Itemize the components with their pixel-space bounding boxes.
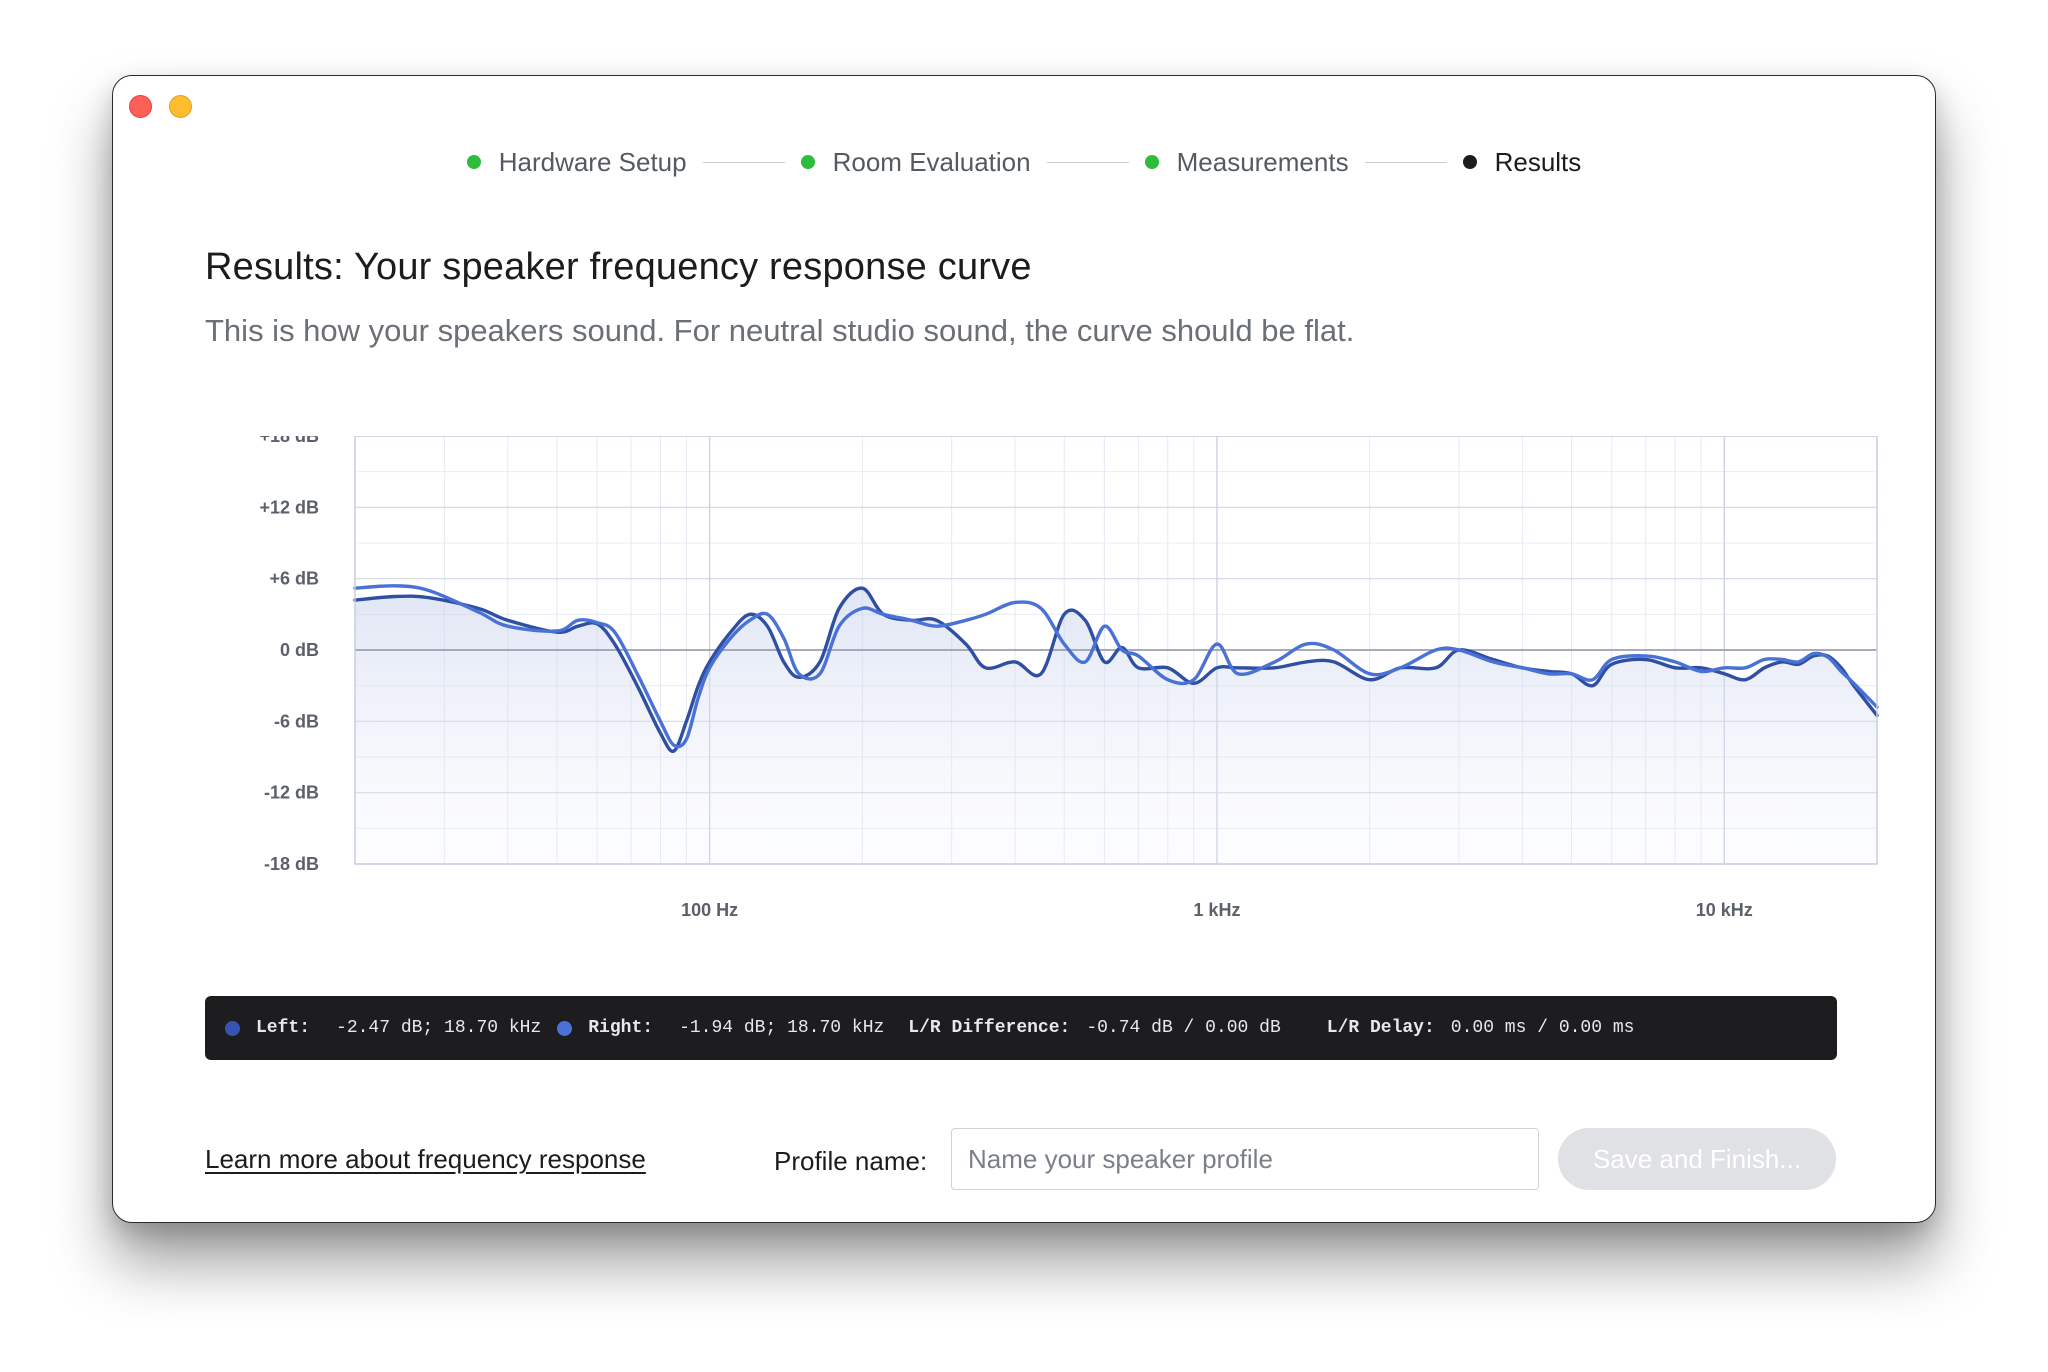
step-current-icon [1462, 155, 1477, 169]
step-label: Measurements [1176, 146, 1349, 177]
step-label: Results [1494, 146, 1582, 177]
page-title: Results: Your speaker frequency response… [205, 246, 1032, 288]
step-measurements: Measurements [1144, 146, 1349, 178]
step-hardware-setup: Hardware Setup [466, 146, 687, 178]
step-complete-icon [466, 155, 481, 169]
step-room-evaluation: Room Evaluation [800, 146, 1031, 178]
profile-name-label: Profile name: [774, 1146, 928, 1176]
delay-label: L/R Delay: [1326, 1018, 1435, 1038]
x-tick-label: 10 kHz [1696, 900, 1753, 920]
plot-border [354, 436, 1878, 865]
profile-name-input[interactable] [951, 1128, 1539, 1190]
delay-value: 0.00 ms / 0.00 ms [1450, 1018, 1635, 1038]
app-window: Hardware Setup Room Evaluation Measureme… [112, 75, 1936, 1223]
step-complete-icon [800, 155, 815, 169]
y-tick-label: -6 dB [274, 711, 319, 731]
step-label: Room Evaluation [832, 146, 1031, 177]
series-line-right [353, 584, 1879, 749]
step-label: Hardware Setup [498, 146, 687, 177]
y-tick-label: 0 dB [280, 640, 319, 660]
difference-label: L/R Difference: [908, 1018, 1071, 1038]
progress-stepper: Hardware Setup Room Evaluation Measureme… [113, 140, 1935, 184]
page-subtitle: This is how your speakers sound. For neu… [205, 313, 1355, 348]
x-tick-label: 100 Hz [681, 900, 738, 920]
step-complete-icon [1144, 155, 1159, 169]
minimize-window-button[interactable] [169, 95, 192, 118]
y-tick-label: +18 dB [259, 436, 319, 446]
response-area-fill [355, 588, 1877, 864]
y-tick-label: -12 dB [264, 783, 319, 803]
close-window-button[interactable] [129, 95, 152, 118]
y-tick-label: -18 dB [264, 854, 319, 874]
cursor-readout-bar: Left: -2.47 dB; 18.70 kHz Right: -1.94 d… [205, 996, 1837, 1060]
x-tick-label: 1 kHz [1193, 900, 1240, 920]
frequency-response-chart[interactable]: +18 dB +12 dB +6 dB 0 dB -6 dB -12 dB -18 dB 1… [167, 436, 1936, 976]
right-label: Right: [588, 1018, 654, 1038]
step-connector [702, 161, 785, 163]
right-channel-dot-icon [557, 1020, 573, 1036]
left-value: -2.47 dB; 18.70 kHz [336, 1018, 542, 1038]
save-and-finish-button[interactable]: Save and Finish... [1558, 1128, 1836, 1190]
step-results: Results [1462, 146, 1582, 178]
step-connector [1046, 161, 1129, 163]
y-tick-label: +6 dB [269, 569, 319, 589]
right-value: -1.94 dB; 18.70 kHz [679, 1018, 885, 1038]
left-label: Left: [256, 1018, 311, 1038]
y-tick-label: +12 dB [259, 497, 319, 517]
step-connector [1364, 161, 1447, 163]
left-channel-dot-icon [225, 1020, 240, 1036]
series-line-left [353, 586, 1879, 754]
difference-value: -0.74 dB / 0.00 dB [1086, 1018, 1281, 1038]
learn-more-link[interactable]: Learn more about frequency response [205, 1144, 646, 1174]
